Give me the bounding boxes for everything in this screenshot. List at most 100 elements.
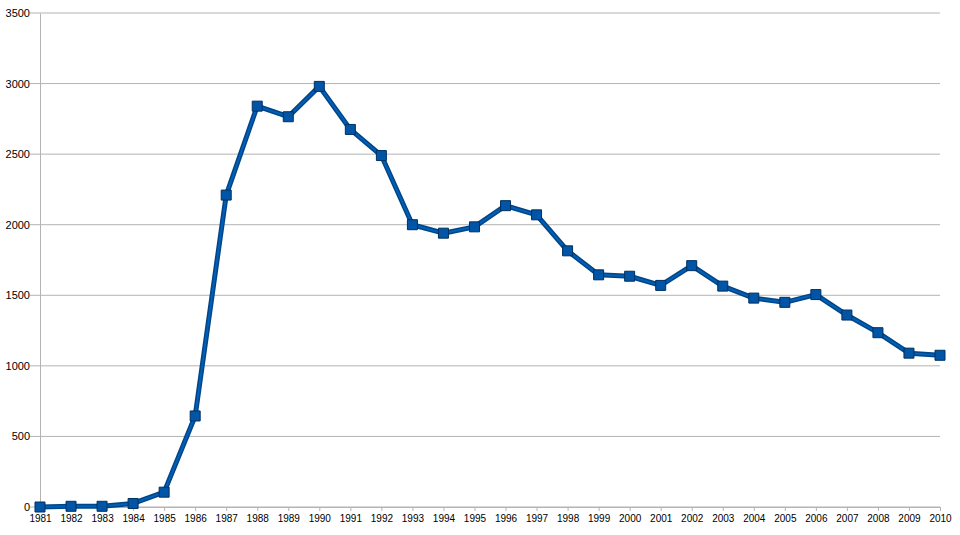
- x-tick-label: 1996: [495, 513, 518, 524]
- x-tick-mark: [723, 507, 724, 511]
- x-tick-label: 2004: [743, 513, 766, 524]
- x-tick-label: 2005: [774, 513, 797, 524]
- x-tick-mark: [940, 507, 941, 511]
- x-tick-mark: [195, 507, 196, 511]
- y-tick: 2000: [6, 219, 40, 231]
- x-tick-label: 2009: [898, 513, 921, 524]
- marker: [283, 112, 293, 122]
- x-tick-mark: [319, 507, 320, 511]
- x-tick: 1996: [495, 507, 518, 524]
- marker: [935, 350, 945, 360]
- x-tick-label: 2000: [619, 513, 642, 524]
- marker: [625, 271, 635, 281]
- x-tick-label: 1982: [60, 513, 83, 524]
- marker: [532, 210, 542, 220]
- marker: [35, 502, 45, 512]
- x-tick-label: 1988: [247, 513, 270, 524]
- marker: [345, 124, 355, 134]
- grid-line: [30, 83, 940, 84]
- y-tick: 3000: [6, 78, 40, 90]
- marker: [873, 328, 883, 338]
- grid-line: [30, 365, 940, 366]
- series: [35, 81, 945, 512]
- x-tick-mark: [568, 507, 569, 511]
- x-tick-mark: [816, 507, 817, 511]
- marker: [376, 151, 386, 161]
- marker: [656, 280, 666, 290]
- x-tick-label: 2008: [867, 513, 890, 524]
- x-tick: 2005: [774, 507, 797, 524]
- x-tick-label: 1998: [557, 513, 580, 524]
- x-tick-label: 1995: [464, 513, 487, 524]
- x-tick: 1993: [402, 507, 425, 524]
- x-tick-label: 1994: [433, 513, 456, 524]
- x-tick-mark: [537, 507, 538, 511]
- x-tick: 2009: [898, 507, 921, 524]
- x-tick: 1992: [371, 507, 394, 524]
- y-tick: 1500: [6, 289, 40, 301]
- line-outline: [40, 86, 940, 507]
- x-tick: 1986: [185, 507, 208, 524]
- y-tick-label: 1000: [6, 360, 30, 372]
- marker: [407, 220, 417, 230]
- marker: [811, 290, 821, 300]
- x-tick: 1999: [588, 507, 611, 524]
- marker: [66, 501, 76, 511]
- marker: [97, 501, 107, 511]
- x-tick-mark: [412, 507, 413, 511]
- y-tick-label: 2000: [6, 219, 30, 231]
- x-tick-mark: [474, 507, 475, 511]
- marker: [780, 297, 790, 307]
- y-tick-label: 1500: [6, 289, 30, 301]
- x-tick: 2004: [743, 507, 766, 524]
- x-tick-mark: [661, 507, 662, 511]
- x-tick: 1988: [247, 507, 270, 524]
- x-tick: 2007: [836, 507, 859, 524]
- grid-line: [30, 13, 940, 14]
- x-tick: 2008: [867, 507, 890, 524]
- x-tick-label: 1993: [402, 513, 425, 524]
- x-tick: 1989: [278, 507, 301, 524]
- marker: [594, 270, 604, 280]
- marker: [190, 411, 200, 421]
- x-tick-label: 1985: [154, 513, 177, 524]
- y-tick-label: 500: [12, 430, 30, 442]
- x-tick-mark: [226, 507, 227, 511]
- x-tick: 1994: [433, 507, 456, 524]
- marker: [501, 201, 511, 211]
- x-tick-mark: [692, 507, 693, 511]
- x-tick-mark: [847, 507, 848, 511]
- grid-line: [30, 154, 940, 155]
- chart: 0500100015002000250030003500198119821983…: [0, 0, 960, 535]
- y-tick: 500: [12, 430, 40, 442]
- x-axis-line: [41, 508, 941, 512]
- x-tick-mark: [506, 507, 507, 511]
- x-tick-label: 1987: [216, 513, 239, 524]
- x-tick-label: 2003: [712, 513, 735, 524]
- x-tick-mark: [350, 507, 351, 511]
- x-tick-mark: [754, 507, 755, 511]
- x-tick-label: 1990: [309, 513, 332, 524]
- x-tick-label: 1984: [122, 513, 145, 524]
- marker: [128, 498, 138, 508]
- x-tick: 1998: [557, 507, 580, 524]
- x-tick-label: 1997: [526, 513, 549, 524]
- x-tick-label: 1989: [278, 513, 301, 524]
- x-tick: 2006: [805, 507, 828, 524]
- marker: [687, 261, 697, 271]
- y-axis-line: [40, 14, 41, 508]
- x-axis: 1981198219831984198519861987198819891990…: [29, 507, 952, 524]
- x-tick-mark: [599, 507, 600, 511]
- x-tick-mark: [443, 507, 444, 511]
- y-tick-label: 3500: [6, 7, 30, 19]
- x-tick-label: 1992: [371, 513, 394, 524]
- marker: [842, 310, 852, 320]
- x-tick: 1991: [340, 507, 363, 524]
- marker: [904, 348, 914, 358]
- x-tick-mark: [630, 507, 631, 511]
- x-tick-mark: [257, 507, 258, 511]
- marker: [314, 81, 324, 91]
- x-tick-label: 1991: [340, 513, 363, 524]
- x-tick-mark: [785, 507, 786, 511]
- marker: [718, 281, 728, 291]
